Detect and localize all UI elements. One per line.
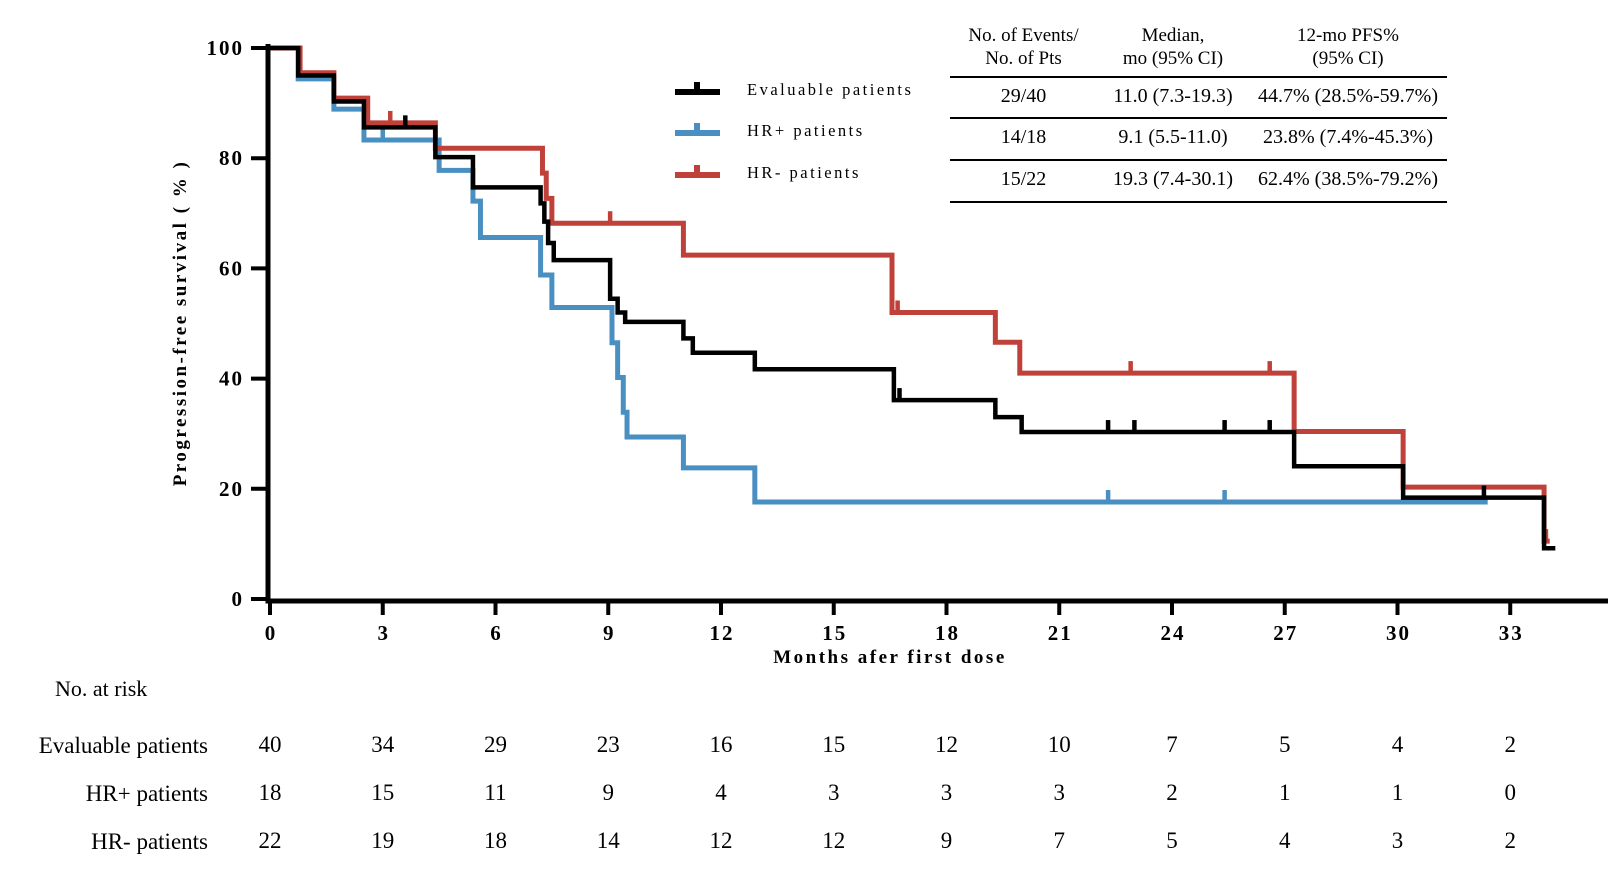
stats-rule <box>950 201 1447 203</box>
stats-pfs12-hr-neg: 62.4% (38.5%-79.2%) <box>1258 168 1438 190</box>
hr-neg-line-swatch-icon <box>675 164 720 182</box>
risk-count: 3 <box>1392 828 1404 853</box>
risk-count: 7 <box>1166 732 1178 757</box>
risk-count: 3 <box>828 780 840 805</box>
risk-count: 15 <box>822 732 845 757</box>
stats-pfs12-hr-pos: 23.8% (7.4%-45.3%) <box>1263 126 1433 148</box>
x-tick-label: 15 <box>822 621 847 645</box>
legend-item-evaluable: Evaluable patients <box>675 80 913 100</box>
risk-count: 16 <box>709 732 732 757</box>
risk-count: 23 <box>597 732 620 757</box>
risk-count: 29 <box>484 732 507 757</box>
stats-rule <box>950 76 1447 78</box>
risk-row-label-hr-neg: HR- patients <box>91 829 208 854</box>
risk-count: 15 <box>371 780 394 805</box>
x-tick-label: 24 <box>1160 621 1185 645</box>
x-tick-label: 30 <box>1386 621 1411 645</box>
x-tick-label: 9 <box>603 621 616 645</box>
risk-row-label-hr-pos: HR+ patients <box>85 781 208 806</box>
stats-events-evaluable: 29/40 <box>1000 85 1047 107</box>
risk-count: 2 <box>1504 828 1516 853</box>
risk-count: 3 <box>941 780 953 805</box>
stats-pfs12-evaluable: 44.7% (28.5%-59.7%) <box>1258 85 1438 107</box>
risk-count: 14 <box>597 828 621 853</box>
legend-item-hr-neg: HR- patients <box>675 163 861 183</box>
x-tick-label: 12 <box>709 621 734 645</box>
legend-label: HR- patients <box>747 163 861 183</box>
risk-count: 4 <box>1392 732 1404 757</box>
hr-pos-line-swatch-icon <box>675 122 720 140</box>
risk-count: 0 <box>1504 780 1516 805</box>
y-tick-label: 100 <box>207 36 245 60</box>
legend-label: HR+ patients <box>747 121 865 141</box>
risk-table-title: No. at risk <box>55 676 148 701</box>
stats-header-pfs12: 12-mo PFS% (95% CI) <box>1297 25 1399 69</box>
y-tick-label: 0 <box>232 587 245 611</box>
risk-count: 7 <box>1053 828 1065 853</box>
km-curve-hr-patients <box>270 45 1550 544</box>
x-tick-label: 3 <box>377 621 390 645</box>
km-curve-hr-patients <box>270 45 1488 505</box>
x-tick-label: 21 <box>1048 621 1073 645</box>
risk-count: 18 <box>484 828 507 853</box>
risk-count: 4 <box>715 780 727 805</box>
risk-count: 12 <box>935 732 958 757</box>
stats-median-hr-pos: 9.1 (5.5-11.0) <box>1118 126 1228 148</box>
y-tick-label: 20 <box>219 477 244 501</box>
y-tick-label: 60 <box>219 256 244 280</box>
risk-count: 2 <box>1166 780 1178 805</box>
risk-count: 9 <box>602 780 614 805</box>
risk-count: 2 <box>1504 732 1516 757</box>
stats-events-hr-pos: 14/18 <box>1000 126 1047 148</box>
legend-label: Evaluable patients <box>747 80 914 100</box>
risk-count: 4 <box>1279 828 1291 853</box>
risk-count: 40 <box>259 732 282 757</box>
x-tick-label: 33 <box>1499 621 1524 645</box>
risk-count: 5 <box>1279 732 1291 757</box>
risk-count: 11 <box>484 780 506 805</box>
risk-count: 1 <box>1279 780 1291 805</box>
risk-count: 1 <box>1392 780 1404 805</box>
x-tick-label: 6 <box>490 621 503 645</box>
x-tick-label: 27 <box>1273 621 1298 645</box>
risk-count: 22 <box>259 828 282 853</box>
risk-count: 3 <box>1053 780 1065 805</box>
km-curve-evaluable-patients <box>270 45 1556 551</box>
y-axis-title: Progression-free survival ( % ) <box>170 160 191 487</box>
stats-header-events: No. of Events/ No. of Pts <box>968 25 1079 69</box>
risk-row-label-evaluable: Evaluable patients <box>38 733 208 758</box>
y-tick-label: 40 <box>219 367 244 391</box>
risk-count: 34 <box>371 732 395 757</box>
risk-count: 5 <box>1166 828 1178 853</box>
stats-rule <box>950 117 1447 119</box>
stats-median-hr-neg: 19.3 (7.4-30.1) <box>1113 168 1233 190</box>
stats-header-median: Median, mo (95% CI) <box>1122 25 1224 69</box>
stats-median-evaluable: 11.0 (7.3-19.3) <box>1113 85 1233 107</box>
risk-count: 12 <box>709 828 732 853</box>
stats-rule <box>950 159 1447 161</box>
x-tick-label: 0 <box>265 621 278 645</box>
x-tick-label: 18 <box>935 621 960 645</box>
x-axis-title: Months afer first dose <box>773 647 1007 668</box>
risk-count: 9 <box>941 828 953 853</box>
risk-count: 19 <box>371 828 394 853</box>
risk-count: 18 <box>259 780 282 805</box>
stats-events-hr-neg: 15/22 <box>1000 168 1047 190</box>
risk-count: 12 <box>822 828 845 853</box>
legend-item-hr-pos: HR+ patients <box>675 121 865 141</box>
y-tick-label: 80 <box>219 146 244 170</box>
risk-count: 10 <box>1048 732 1071 757</box>
evaluable-line-swatch-icon <box>675 81 720 99</box>
